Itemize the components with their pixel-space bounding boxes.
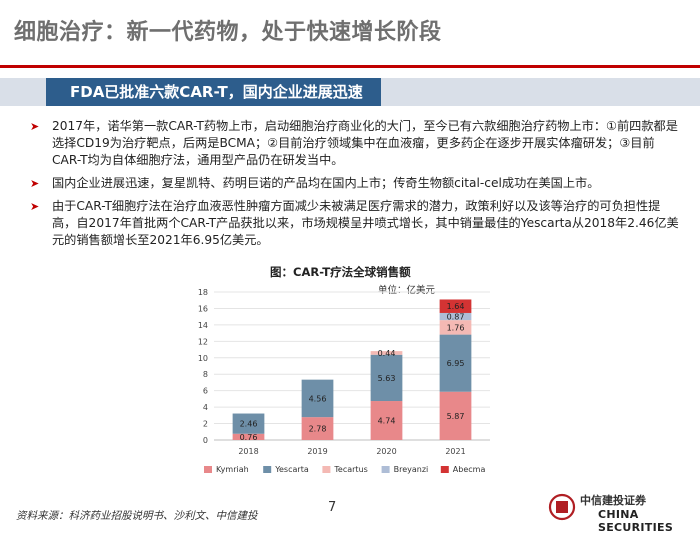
- bullet-text: 2017年，诺华第一款CAR-T药物上市，启动细胞治疗商业化的大门，至今已有六款…: [52, 119, 678, 167]
- y-tick-label: 4: [203, 403, 208, 412]
- bar-segment-yescarta: [301, 379, 334, 418]
- bar-segment-yescarta: [439, 334, 472, 392]
- chart-unit-label: 单位：亿美元: [378, 285, 436, 296]
- bar-segment-yescarta: [370, 354, 403, 402]
- legend-swatch: [322, 466, 331, 473]
- bullet-list: ➤ 2017年，诺华第一款CAR-T药物上市，启动细胞治疗商业化的大门，至今已有…: [30, 118, 680, 255]
- y-tick-label: 16: [198, 304, 208, 313]
- data-label: 2.78: [309, 425, 327, 434]
- legend-label: Yescarta: [274, 465, 309, 474]
- y-tick-label: 10: [198, 354, 208, 363]
- bullet-item: ➤ 2017年，诺华第一款CAR-T药物上市，启动细胞治疗商业化的大门，至今已有…: [30, 118, 680, 169]
- y-tick-label: 2: [203, 420, 208, 429]
- data-label: 1.76: [447, 323, 465, 332]
- title-divider: [0, 65, 700, 68]
- page-number: 7: [328, 500, 337, 515]
- bar-segment-tecartus: [370, 351, 403, 355]
- bar-segment-tecartus: [439, 320, 472, 335]
- data-label: 0.87: [447, 313, 465, 322]
- bullet-text: 国内企业进展迅速，复星凯特、药明巨诺的产品均在国内上市；传奇生物额cital-c…: [52, 176, 600, 190]
- x-tick-label: 2018: [238, 447, 258, 456]
- data-label: 4.74: [378, 417, 396, 426]
- data-label: 5.87: [447, 412, 465, 421]
- chart-title: 图：CAR-T疗法全球销售额: [270, 265, 411, 279]
- logo-en-text: CHINA SECURITIES: [598, 508, 674, 534]
- legend-label: Breyanzi: [394, 465, 429, 474]
- x-tick-label: 2021: [445, 447, 465, 456]
- bar-segment-kymriah: [370, 401, 403, 440]
- bar-segment-abecma: [439, 299, 472, 313]
- y-tick-label: 18: [198, 288, 208, 297]
- data-label: 0.44: [378, 349, 396, 358]
- bullet-item: ➤ 由于CAR-T细胞疗法在治疗血液恶性肿瘤方面减少未被满足医疗需求的潜力，政策…: [30, 198, 680, 249]
- bar-segment-kymriah: [232, 433, 265, 440]
- bar-segment-kymriah: [301, 417, 334, 440]
- data-label: 5.63: [378, 374, 396, 383]
- data-label: 2.46: [240, 420, 258, 429]
- bar-segment-kymriah: [439, 391, 472, 440]
- legend-label: Kymriah: [216, 465, 249, 474]
- y-tick-label: 14: [198, 321, 208, 330]
- bullet-text: 由于CAR-T细胞疗法在治疗血液恶性肿瘤方面减少未被满足医疗需求的潜力，政策利好…: [52, 199, 679, 247]
- bar-segment-yescarta: [232, 413, 265, 434]
- data-label: 4.56: [309, 394, 327, 403]
- page-title: 细胞治疗：新一代药物，处于快速增长阶段: [14, 20, 442, 45]
- y-tick-label: 12: [198, 337, 208, 346]
- bar-segment-breyanzi: [439, 312, 472, 321]
- legend-label: Abecma: [453, 465, 486, 474]
- china-securities-logo: 中信建投证券: [548, 493, 647, 521]
- arrow-bullet-icon: ➤: [30, 200, 40, 213]
- data-label: 1.64: [447, 302, 465, 311]
- sales-chart: 0 2 4 6 8 10 12 14 16 18 0.76 2.46 2018 2.78 4.56 2019 4…: [198, 288, 490, 474]
- y-tick-label: 8: [203, 370, 208, 379]
- bullet-item: ➤ 国内企业进展迅速，复星凯特、药明巨诺的产品均在国内上市；传奇生物额cital…: [30, 175, 680, 192]
- data-label: 6.95: [447, 359, 465, 368]
- legend-swatch: [440, 466, 449, 473]
- legend-swatch: [204, 466, 212, 473]
- x-tick-label: 2019: [307, 447, 327, 456]
- legend-swatch: [263, 466, 272, 473]
- source-note: 资料来源：科济药业招股说明书、沙利文、中信建投: [16, 510, 258, 522]
- logo-cn-text: 中信建投证券: [580, 493, 647, 507]
- data-label: 0.76: [240, 433, 258, 442]
- arrow-bullet-icon: ➤: [30, 177, 40, 190]
- y-tick-label: 0: [203, 436, 208, 445]
- arrow-bullet-icon: ➤: [30, 120, 40, 133]
- x-tick-label: 2020: [376, 447, 396, 456]
- section-banner: FDA已批准六款CAR-T，国内企业进展迅速: [46, 78, 381, 106]
- legend-label: Tecartus: [333, 465, 367, 474]
- y-tick-label: 6: [203, 387, 208, 396]
- legend-swatch: [381, 466, 390, 473]
